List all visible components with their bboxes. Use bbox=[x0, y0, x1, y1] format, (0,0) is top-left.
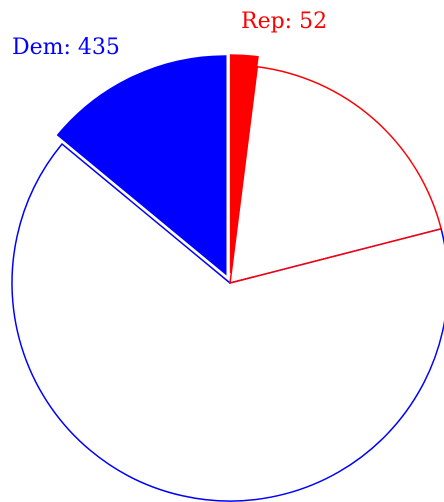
rep-series-label: Rep: 52 bbox=[241, 9, 327, 34]
rep-filled-slice bbox=[229, 54, 259, 274]
dem-filled-slice bbox=[56, 55, 227, 276]
pie-slices bbox=[11, 54, 444, 502]
dem-outline-slice bbox=[11, 142, 444, 502]
rep-outline-slice bbox=[229, 65, 443, 285]
dem-series-label: Dem: 435 bbox=[12, 35, 120, 60]
